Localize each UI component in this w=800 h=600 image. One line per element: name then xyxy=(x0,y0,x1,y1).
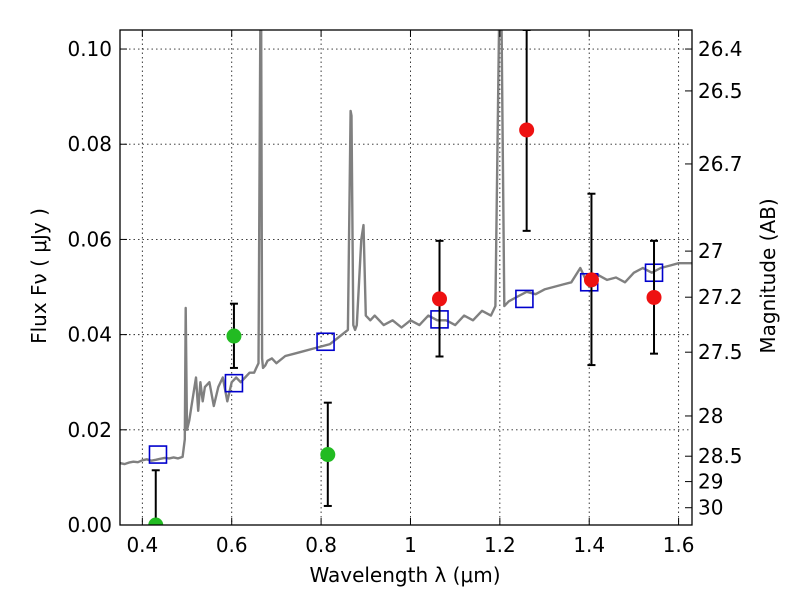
x-tick-label: 1 xyxy=(404,533,417,557)
right-tick-label: 26.4 xyxy=(698,37,743,61)
x-tick-label: 1.2 xyxy=(484,533,516,557)
right-tick-label: 27 xyxy=(698,239,723,263)
x-tick-label: 0.4 xyxy=(126,533,158,557)
y-tick-label: 0.02 xyxy=(67,418,112,442)
optical-data-point xyxy=(148,517,164,525)
nir-data-point xyxy=(519,122,535,138)
synthetic-square-marker xyxy=(515,289,534,309)
y-axis-label: Flux Fν ( μJy ) xyxy=(27,208,51,344)
plot-area xyxy=(120,30,692,525)
right-tick-label: 29 xyxy=(698,470,723,494)
x-tick-label: 1.6 xyxy=(663,533,695,557)
right-tick-label: 26.7 xyxy=(698,152,743,176)
right-tick-label: 27.2 xyxy=(698,285,743,309)
x-tick-label: 1.4 xyxy=(573,533,605,557)
y-tick-label: 0.10 xyxy=(67,37,112,61)
x-axis-label: Wavelength λ (μm) xyxy=(309,563,500,587)
right-tick-label: 28.5 xyxy=(698,444,743,468)
nir-data-point xyxy=(432,291,448,307)
x-tick-label: 0.6 xyxy=(216,533,248,557)
optical-data-point xyxy=(226,328,242,344)
synthetic-square-marker xyxy=(316,332,335,352)
optical-data-point xyxy=(320,447,336,463)
nir-data-point xyxy=(646,289,662,305)
y-tick-label: 0.00 xyxy=(67,513,112,537)
plot-frame xyxy=(119,29,693,526)
synthetic-square-marker xyxy=(224,373,244,393)
nir-data-point xyxy=(583,272,599,288)
right-tick-label: 30 xyxy=(698,496,723,520)
model-spectrum-line xyxy=(120,30,692,466)
x-tick-label: 0.8 xyxy=(305,533,337,557)
y-tick-label: 0.04 xyxy=(67,323,112,347)
right-tick-label: 26.5 xyxy=(698,79,743,103)
y-tick-label: 0.06 xyxy=(67,227,112,251)
right-axis-label: Magnitude (AB) xyxy=(756,198,780,353)
synthetic-square-marker xyxy=(148,445,168,464)
right-tick-label: 27.5 xyxy=(698,340,743,364)
tick-marks xyxy=(120,30,692,526)
tick-labels: 0.4 0.6 0.8 1 1.2 1.4 1.6 0.00 0.02 0.04 0.06 0.08 0… xyxy=(67,37,742,557)
y-tick-label: 0.08 xyxy=(67,132,112,156)
right-tick-label: 28 xyxy=(698,404,723,428)
